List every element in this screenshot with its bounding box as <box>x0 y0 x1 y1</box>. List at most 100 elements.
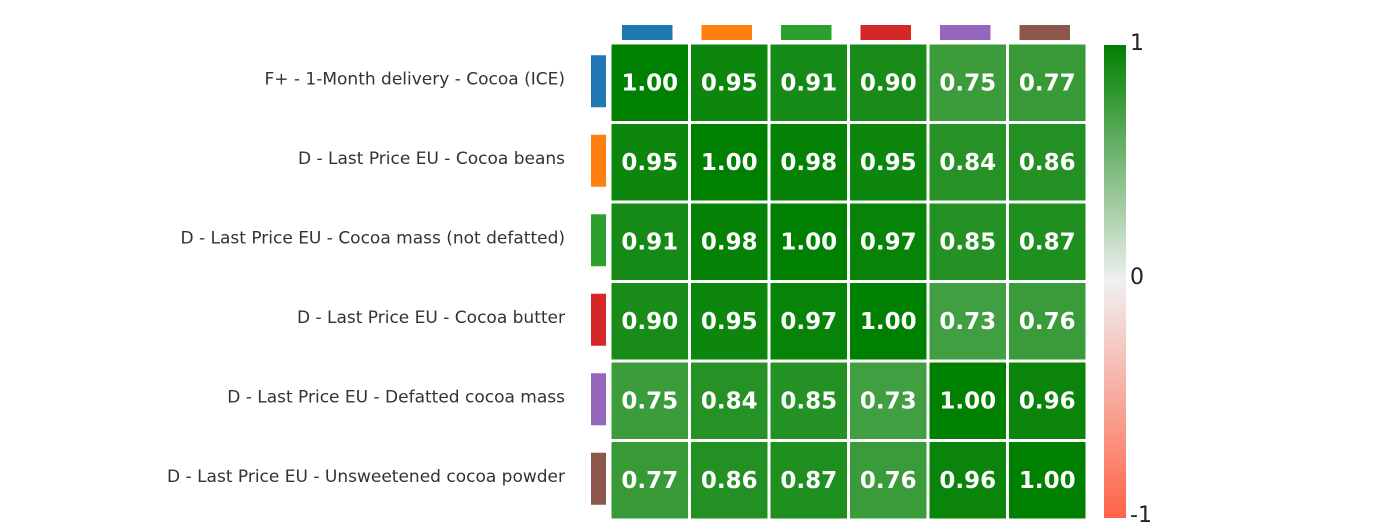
cell-value-r4-c5: 0.73 <box>939 309 996 335</box>
heatmap-cell-r4-c1 <box>611 283 688 360</box>
cell-value-r4-c6: 0.76 <box>1019 309 1076 335</box>
heatmap-cell-r2-c5 <box>929 124 1006 201</box>
column-marker-3 <box>781 25 832 40</box>
heatmap-cell-r2-c3 <box>770 124 847 201</box>
heatmap-cell-r5-c5 <box>929 362 1006 439</box>
cell-value-r5-c4: 0.73 <box>860 388 917 414</box>
cell-value-r5-c3: 0.85 <box>780 388 837 414</box>
cell-value-r1-c6: 0.77 <box>1019 70 1076 96</box>
cell-value-r2-c5: 0.84 <box>939 150 996 176</box>
heatmap-cell-r3-c4 <box>850 203 927 280</box>
heatmap-cell-r4-c3 <box>770 283 847 360</box>
row-label-1: F+ - 1-Month delivery - Cocoa (ICE) <box>264 69 565 89</box>
heatmap-cell-r3-c5 <box>929 203 1006 280</box>
cell-value-r5-c2: 0.84 <box>701 388 758 414</box>
cell-value-r1-c3: 0.91 <box>780 70 837 96</box>
row-label-2: D - Last Price EU - Cocoa beans <box>298 149 565 169</box>
heatmap-cell-r2-c4 <box>850 124 927 201</box>
cell-value-r3-c5: 0.85 <box>939 229 996 255</box>
column-marker-5 <box>940 25 991 40</box>
heatmap-cell-r6-c6 <box>1009 442 1086 519</box>
cell-value-r4-c4: 1.00 <box>860 309 917 335</box>
cell-value-r4-c2: 0.95 <box>701 309 758 335</box>
heatmap-cell-r5-c1 <box>611 362 688 439</box>
heatmap-cell-r3-c3 <box>770 203 847 280</box>
heatmap-cell-r1-c6 <box>1009 44 1086 121</box>
cell-value-r5-c1: 0.75 <box>621 388 678 414</box>
row-marker-3 <box>591 214 606 267</box>
cell-value-r1-c5: 0.75 <box>939 70 996 96</box>
colorbar: 1 0 -1 <box>1104 31 1152 528</box>
cell-value-r1-c4: 0.90 <box>860 70 917 96</box>
heatmap-cell-r4-c4 <box>850 283 927 360</box>
heatmap-cell-r3-c6 <box>1009 203 1086 280</box>
row-label-6: D - Last Price EU - Unsweetened cocoa po… <box>167 467 565 487</box>
cell-value-r6-c2: 0.86 <box>701 468 758 494</box>
heatmap-cell-r6-c5 <box>929 442 1006 519</box>
cell-value-r4-c3: 0.97 <box>780 309 837 335</box>
heatmap-cell-r2-c6 <box>1009 124 1086 201</box>
cell-value-r6-c5: 0.96 <box>939 468 996 494</box>
column-marker-4 <box>860 25 911 40</box>
column-marker-6 <box>1019 25 1070 40</box>
row-marker-5 <box>591 373 606 426</box>
row-color-markers <box>591 55 606 505</box>
heatmap-cell-r1-c1 <box>611 44 688 121</box>
heatmap-cell-r1-c5 <box>929 44 1006 121</box>
heatmap-cell-r3-c1 <box>611 203 688 280</box>
heatmap-cell-r3-c2 <box>691 203 768 280</box>
cell-value-r3-c6: 0.87 <box>1019 229 1076 255</box>
row-marker-6 <box>591 452 606 505</box>
row-label-5: D - Last Price EU - Defatted cocoa mass <box>227 387 565 407</box>
cell-value-r2-c2: 1.00 <box>701 150 758 176</box>
heatmap-cell-r4-c2 <box>691 283 768 360</box>
heatmap-cell-r2-c1 <box>611 124 688 201</box>
cell-value-r3-c1: 0.91 <box>621 229 678 255</box>
cell-value-r6-c4: 0.76 <box>860 468 917 494</box>
cell-value-r5-c5: 1.00 <box>939 388 996 414</box>
cell-value-r2-c3: 0.98 <box>780 150 837 176</box>
heatmap-cell-r5-c4 <box>850 362 927 439</box>
heatmap-cell-r1-c2 <box>691 44 768 121</box>
cell-value-r2-c1: 0.95 <box>621 150 678 176</box>
cell-value-r6-c1: 0.77 <box>621 468 678 494</box>
colorbar-tick-min: -1 <box>1130 503 1152 528</box>
cell-value-r6-c3: 0.87 <box>780 468 837 494</box>
column-marker-2 <box>701 25 752 40</box>
heatmap-cell-r1-c3 <box>770 44 847 121</box>
cell-value-r2-c4: 0.95 <box>860 150 917 176</box>
heatmap-cell-r6-c4 <box>850 442 927 519</box>
cell-value-r2-c6: 0.86 <box>1019 150 1076 176</box>
column-marker-1 <box>622 25 673 40</box>
heatmap-cell-r5-c6 <box>1009 362 1086 439</box>
cell-value-r1-c2: 0.95 <box>701 70 758 96</box>
colorbar-tick-max: 1 <box>1130 31 1144 56</box>
row-marker-4 <box>591 293 606 346</box>
row-marker-2 <box>591 134 606 187</box>
row-label-4: D - Last Price EU - Cocoa butter <box>297 308 565 328</box>
row-label-3: D - Last Price EU - Cocoa mass (not defa… <box>180 228 565 248</box>
heatmap-cell-r5-c3 <box>770 362 847 439</box>
heatmap-cell-r2-c2 <box>691 124 768 201</box>
colorbar-gradient <box>1104 45 1126 518</box>
column-color-markers <box>622 25 1070 40</box>
row-labels: F+ - 1-Month delivery - Cocoa (ICE) D - L… <box>167 69 565 487</box>
heatmap-cell-r6-c2 <box>691 442 768 519</box>
heatmap-cell-r4-c5 <box>929 283 1006 360</box>
cell-value-r4-c1: 0.90 <box>621 309 678 335</box>
heatmap-cell-r1-c4 <box>850 44 927 121</box>
cell-value-r6-c6: 1.00 <box>1019 468 1076 494</box>
heatmap-cell-r6-c3 <box>770 442 847 519</box>
cell-value-r1-c1: 1.00 <box>621 70 678 96</box>
heatmap-cells: 1.00 0.95 0.91 0.90 0.75 0.77 0.95 1.00 0.98 0.95… <box>611 44 1086 519</box>
row-marker-1 <box>591 55 606 108</box>
cell-value-r3-c2: 0.98 <box>701 229 758 255</box>
heatmap-cell-r5-c2 <box>691 362 768 439</box>
cell-value-r5-c6: 0.96 <box>1019 388 1076 414</box>
heatmap-cell-r4-c6 <box>1009 283 1086 360</box>
heatmap-cell-r6-c1 <box>611 442 688 519</box>
cell-value-r3-c4: 0.97 <box>860 229 917 255</box>
cell-value-r3-c3: 1.00 <box>780 229 837 255</box>
